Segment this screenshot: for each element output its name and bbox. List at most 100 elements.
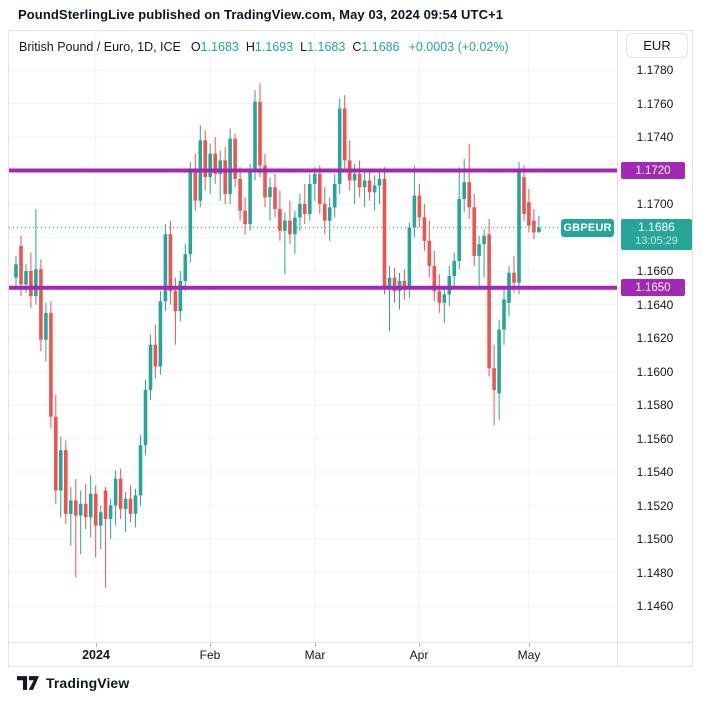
candle: [432, 250, 437, 302]
time-axis[interactable]: 2024 Feb Mar Apr May: [9, 643, 617, 666]
candle: [113, 470, 118, 526]
candle: [427, 220, 432, 278]
price-tick-label: 1.1520: [636, 499, 674, 513]
time-axis-separator: [9, 642, 692, 643]
price-tick-label: 1.1600: [636, 365, 674, 379]
candle: [472, 193, 476, 266]
ohlc-open: O1.1683: [190, 40, 239, 54]
candle: [437, 274, 442, 313]
ohlc-close: C1.1686: [352, 40, 400, 54]
candle: [243, 197, 247, 235]
candle: [382, 167, 387, 295]
candle: [78, 490, 83, 555]
candle: [337, 98, 342, 194]
candle: [188, 162, 193, 263]
candle: [69, 487, 73, 546]
candle: [497, 319, 501, 421]
candle: [298, 193, 302, 231]
price-tick-label: 1.1760: [636, 97, 674, 111]
candle: [293, 210, 297, 255]
candle: [98, 505, 103, 549]
candle: [74, 478, 78, 578]
candle: [143, 379, 148, 456]
candle: [198, 125, 203, 208]
candle: [537, 215, 541, 233]
price-tick-label: 1.1620: [636, 331, 674, 345]
candle: [308, 173, 312, 221]
candle: [532, 209, 536, 240]
candle: [39, 259, 43, 352]
candle: [88, 475, 93, 538]
price-tick-label: 1.1500: [636, 532, 674, 546]
price-change: +0.0003 (+0.02%): [408, 40, 509, 54]
candle: [467, 143, 471, 220]
time-axis-tick: [419, 643, 420, 647]
candle: [163, 224, 168, 312]
candle: [417, 183, 422, 228]
candle: [223, 147, 227, 204]
candle: [422, 204, 427, 251]
attribution-text: PoundSterlingLive published on TradingVi…: [18, 7, 504, 22]
candle: [168, 220, 173, 305]
candle: [148, 334, 153, 400]
price-tick-label: 1.1740: [636, 130, 674, 144]
chart-widget: British Pound / Euro, 1D, ICE O1.1683 H1…: [8, 30, 693, 667]
price-tick-label: 1.1580: [636, 398, 674, 412]
candle: [238, 167, 242, 221]
tradingview-footer-link[interactable]: TradingView: [17, 675, 129, 691]
candle: [507, 266, 511, 317]
candle: [377, 172, 382, 204]
candle: [158, 291, 163, 375]
chart-legend: British Pound / Euro, 1D, ICE O1.1683 H1…: [19, 38, 509, 56]
candle: [407, 222, 412, 298]
candle: [278, 190, 282, 241]
candle: [54, 394, 58, 504]
candle: [283, 212, 287, 275]
time-axis-label: Apr: [409, 648, 429, 662]
price-tick-label: 1.1560: [636, 432, 674, 446]
candle: [442, 286, 447, 323]
price-tick-label: 1.1640: [636, 298, 674, 312]
price-tick-label: 1.1460: [636, 599, 674, 613]
candle: [303, 183, 307, 225]
time-axis-label: Mar: [304, 648, 326, 662]
symbol-title: British Pound / Euro, 1D, ICE: [19, 40, 181, 54]
candle: [342, 95, 347, 171]
candle: [412, 165, 417, 238]
time-axis-label: May: [517, 648, 541, 662]
candle: [323, 187, 327, 235]
candle: [273, 173, 277, 218]
candle: [477, 235, 481, 287]
candle: [193, 153, 198, 211]
candle: [203, 130, 207, 191]
candle: [228, 128, 232, 204]
candle: [347, 140, 352, 191]
last-price-value: 1.1686: [638, 220, 675, 235]
candle: [457, 167, 461, 270]
candle: [318, 165, 322, 214]
candle: [482, 229, 486, 278]
candle: [138, 435, 143, 506]
price-axis[interactable]: 1.1780 1.1760 1.1740 1.1700 1.1660 1.1640 1.16…: [618, 31, 692, 642]
candle: [357, 160, 362, 198]
price-pane[interactable]: [9, 31, 617, 642]
candle: [487, 219, 491, 377]
candle: [367, 168, 372, 201]
price-tick-label: 1.1780: [636, 63, 674, 77]
price-tick-label: 1.1480: [636, 566, 674, 580]
candle: [253, 90, 257, 181]
candle: [123, 492, 128, 533]
candle: [233, 133, 237, 188]
candle: [44, 302, 48, 362]
candle: [14, 255, 18, 288]
candle: [462, 158, 466, 213]
ohlc-high: H1.1693: [245, 40, 294, 54]
candle: [93, 485, 98, 558]
candle: [372, 175, 377, 211]
candle: [34, 209, 38, 305]
candle: [397, 272, 402, 310]
candle: [392, 267, 397, 303]
currency-toggle-button[interactable]: EUR: [626, 33, 688, 58]
resistance-level-badge: 1.1720: [621, 162, 685, 179]
